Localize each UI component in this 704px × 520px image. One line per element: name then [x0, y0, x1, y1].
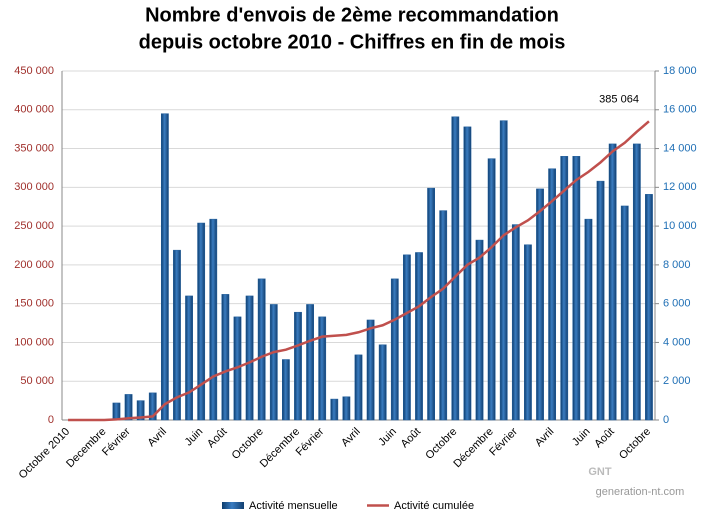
y-tick-label: 400 000 [14, 104, 54, 116]
y-tick-label: 300 000 [14, 181, 54, 193]
y2-tick-label: 14 000 [663, 142, 697, 154]
bar [524, 244, 532, 421]
y-tick-label: 450 000 [14, 65, 54, 77]
x-tick-label: Février [100, 425, 133, 458]
bar [632, 143, 641, 421]
y2-tick-label: 10 000 [663, 220, 697, 232]
legend-swatch [222, 502, 244, 509]
bar [560, 156, 569, 421]
bar [584, 218, 593, 421]
y2-tick-label: 12 000 [663, 181, 697, 193]
y2-tick-label: 4 000 [663, 336, 691, 348]
y2-tick-label: 8 000 [663, 259, 691, 271]
x-tick-label: Août [205, 426, 229, 450]
bar [439, 210, 448, 421]
x-tick-label: Avril [533, 426, 556, 449]
bar [548, 168, 557, 421]
bar [572, 156, 581, 421]
x-tick-label: Février [487, 425, 520, 458]
bar [463, 126, 472, 421]
bar [487, 158, 496, 421]
x-tick-label: Octobre [230, 426, 266, 462]
bar [294, 311, 302, 421]
bar [354, 354, 363, 421]
bar [608, 143, 617, 421]
x-tick-label: Avril [339, 426, 362, 449]
x-tick-label: Août [592, 426, 616, 450]
y2-tick-label: 18 000 [663, 65, 697, 77]
x-tick-label: Avril [146, 426, 169, 449]
bar [257, 278, 266, 421]
watermark: generation-nt.com [596, 486, 685, 498]
bar [185, 295, 193, 421]
y-tick-label: 150 000 [14, 298, 54, 310]
bar [342, 396, 351, 421]
y2-tick-label: 0 [663, 414, 669, 426]
chart-title: Nombre d'envois de 2ème recommandation [145, 4, 559, 26]
y-tick-label: 50 000 [20, 375, 54, 387]
bar [245, 295, 254, 421]
bar [221, 294, 230, 421]
bar [197, 222, 206, 421]
bar [148, 392, 157, 421]
line [68, 120, 650, 422]
bar [475, 239, 484, 421]
x-tick-label: Août [399, 426, 423, 450]
bar [330, 398, 339, 421]
bar [282, 359, 290, 421]
y-tick-label: 250 000 [14, 220, 54, 232]
x-tick-label: Octobre [617, 426, 653, 462]
y2-tick-label: 16 000 [663, 104, 697, 116]
x-tick-label: Février [294, 425, 327, 458]
bar [173, 249, 181, 421]
bar [511, 224, 520, 421]
bar [378, 344, 387, 421]
x-tick-label: Octobre 2010 [17, 426, 73, 482]
bar [366, 319, 375, 421]
value-label: 385 064 [599, 93, 639, 105]
y2-tick-label: 6 000 [663, 298, 691, 310]
x-tick-label: Juin [570, 426, 593, 449]
bar [124, 394, 133, 421]
legend-label: Activité cumulée [394, 500, 474, 512]
x-tick-label: Juin [376, 426, 399, 449]
x-tick-label: Octobre [423, 426, 459, 462]
watermark: GNT [588, 466, 612, 478]
bar [596, 180, 605, 421]
bar [536, 188, 544, 421]
bar [136, 400, 145, 421]
y-tick-label: 200 000 [14, 259, 54, 271]
bar [160, 113, 169, 421]
x-tick-label: Juin [183, 426, 206, 449]
y-tick-label: 100 000 [14, 336, 54, 348]
y-tick-label: 350 000 [14, 142, 54, 154]
bar [427, 187, 435, 421]
bar [451, 116, 460, 421]
bar [112, 402, 121, 421]
bar [306, 304, 314, 421]
bar [415, 252, 423, 421]
y-tick-label: 0 [48, 414, 54, 426]
bar [318, 316, 327, 421]
bar [499, 120, 508, 421]
y2-tick-label: 2 000 [663, 375, 691, 387]
chart-title: depuis octobre 2010 - Chiffres en fin de… [139, 31, 566, 53]
bar [390, 278, 399, 421]
bar [269, 304, 278, 421]
bar [403, 254, 411, 421]
bar [209, 218, 218, 421]
legend-label: Activité mensuelle [249, 500, 338, 512]
bar [645, 194, 653, 421]
bar [620, 205, 629, 421]
